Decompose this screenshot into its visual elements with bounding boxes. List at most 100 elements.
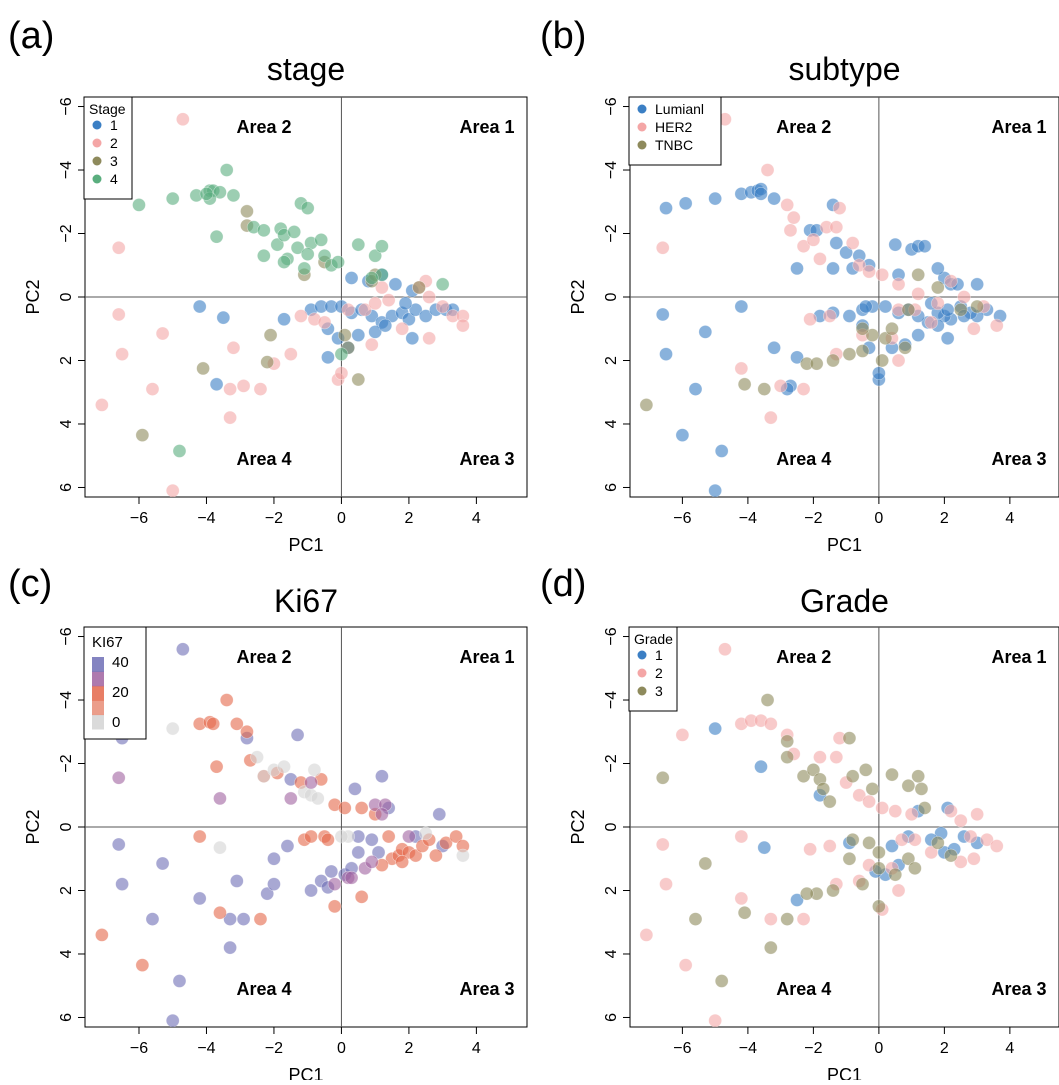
data-point <box>708 721 722 736</box>
legend-title: KI67 <box>92 634 123 651</box>
panel-label: (d) <box>540 563 586 605</box>
data-point <box>111 837 126 852</box>
data-point <box>862 794 876 809</box>
area-label: Area 3 <box>459 979 514 999</box>
data-point <box>842 731 857 745</box>
data-point <box>236 912 251 926</box>
data-point <box>165 191 180 206</box>
y-tick-label: −6 <box>603 627 620 645</box>
legend-gradient-step <box>92 685 104 701</box>
data-point <box>439 836 453 850</box>
data-point <box>111 240 126 255</box>
data-point <box>953 302 968 317</box>
data-point <box>321 832 335 847</box>
legend-marker <box>637 122 647 132</box>
x-axis-label: PC1 <box>288 535 323 555</box>
legend-entry-label: Lumianl <box>655 101 704 117</box>
data-point <box>172 444 187 458</box>
area-label: Area 2 <box>236 647 291 667</box>
data-point <box>845 832 860 847</box>
data-point <box>351 372 366 387</box>
data-point <box>803 312 817 327</box>
data-point <box>931 836 945 850</box>
data-point <box>226 340 241 355</box>
data-point <box>967 321 981 336</box>
data-point <box>219 163 234 177</box>
data-point <box>280 839 295 853</box>
y-tick-label: −2 <box>58 754 75 772</box>
data-point <box>917 801 932 815</box>
data-point <box>891 277 906 292</box>
y-tick-label: 6 <box>58 1013 75 1022</box>
data-point <box>176 642 190 657</box>
data-point <box>405 331 420 346</box>
data-point <box>311 791 325 806</box>
data-point <box>304 883 318 898</box>
legend-tick-label: 0 <box>112 714 120 731</box>
x-tick-label: −2 <box>265 1040 283 1057</box>
data-point <box>908 861 922 876</box>
data-point <box>911 769 925 784</box>
data-point <box>368 296 382 311</box>
data-point <box>317 315 332 330</box>
points-layer <box>95 642 470 1027</box>
data-point <box>842 851 857 866</box>
data-point <box>790 350 804 365</box>
data-point <box>878 331 893 346</box>
data-point <box>95 928 109 942</box>
data-point <box>806 763 821 777</box>
data-point <box>858 299 873 314</box>
data-point <box>358 302 372 317</box>
data-point <box>456 318 470 333</box>
data-point <box>888 867 903 882</box>
x-tick-label: −4 <box>739 1040 757 1057</box>
data-point <box>855 344 870 358</box>
data-point <box>855 321 870 336</box>
legend-title: Stage <box>89 101 126 117</box>
area-label: Area 2 <box>776 117 831 137</box>
y-tick-label: 2 <box>603 356 620 365</box>
data-point <box>408 848 423 863</box>
y-tick-label: −2 <box>58 224 75 242</box>
legend-tick-label: 20 <box>112 684 129 701</box>
data-point <box>418 309 433 323</box>
data-point <box>888 237 903 252</box>
data-point <box>898 340 912 355</box>
legend-gradient-step <box>92 714 104 730</box>
x-tick-label: −6 <box>673 510 691 527</box>
panel-2: (b) subtype −6 −4 −2 0 2 4 PC1 −6 −4 −2 0 2 4 6 PC2 Area … <box>540 15 1059 555</box>
data-point <box>348 782 362 796</box>
legend-gradient-step <box>92 700 104 716</box>
data-point <box>822 839 837 853</box>
data-point <box>388 277 403 292</box>
data-point <box>219 693 234 707</box>
area-label: Area 4 <box>236 449 291 469</box>
data-point <box>757 382 772 396</box>
data-point <box>708 191 722 206</box>
x-tick-label: 4 <box>1005 1040 1014 1057</box>
data-point <box>754 187 768 201</box>
x-tick-label: 4 <box>472 510 481 527</box>
data-point <box>213 905 227 920</box>
x-tick-label: 0 <box>337 1040 346 1057</box>
data-point <box>209 759 224 774</box>
data-point <box>734 299 749 314</box>
points-layer <box>639 642 1004 1027</box>
legend-marker <box>637 650 647 660</box>
data-point <box>796 912 811 926</box>
data-point <box>865 328 880 342</box>
data-point <box>862 836 876 850</box>
data-point <box>253 912 268 926</box>
data-point <box>172 974 187 988</box>
data-point <box>655 770 670 785</box>
legend-marker <box>637 104 647 114</box>
data-point <box>338 328 352 342</box>
data-point <box>780 750 794 764</box>
data-point <box>395 855 409 869</box>
data-point <box>862 264 876 279</box>
data-point <box>944 804 958 818</box>
data-point <box>115 347 129 361</box>
data-point <box>698 325 713 339</box>
data-point <box>796 769 811 784</box>
data-point <box>809 356 824 371</box>
